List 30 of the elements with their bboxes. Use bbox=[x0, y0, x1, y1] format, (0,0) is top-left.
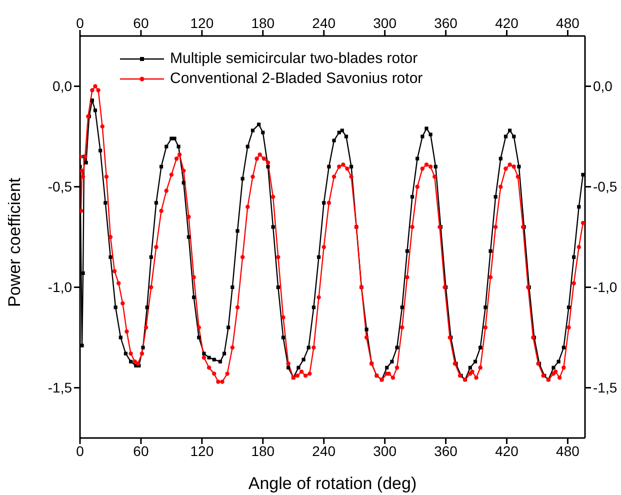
x-tick-label: 0 bbox=[76, 442, 84, 459]
y2-tick-label: -1,5 bbox=[593, 380, 618, 396]
y-tick-label: -1,5 bbox=[48, 380, 72, 396]
x-tick-label: 240 bbox=[312, 442, 336, 459]
x2-tick-label: 180 bbox=[251, 15, 275, 31]
x2-tick-label: 0 bbox=[76, 15, 84, 31]
x-tick-label: 300 bbox=[373, 442, 397, 459]
x2-tick-label: 240 bbox=[312, 15, 336, 31]
x2-tick-label: 120 bbox=[190, 15, 214, 31]
x-tick-label: 360 bbox=[434, 442, 458, 459]
x2-tick-label: 360 bbox=[434, 15, 458, 31]
x2-tick-label: 480 bbox=[556, 15, 580, 31]
x2-tick-label: 300 bbox=[373, 15, 397, 31]
x2-tick-label: 60 bbox=[133, 15, 149, 31]
y-tick-label: -1,0 bbox=[48, 279, 72, 296]
y-tick-label: 0,0 bbox=[52, 78, 72, 94]
x-tick-label: 420 bbox=[495, 442, 519, 459]
legend-label: Conventional 2-Bladed Savonius rotor bbox=[170, 69, 423, 89]
y2-tick-label: -0,5 bbox=[593, 178, 618, 195]
x-tick-label: 120 bbox=[190, 442, 214, 459]
x-tick-label: 60 bbox=[133, 442, 149, 459]
x-tick-label: 180 bbox=[251, 442, 275, 459]
x-axis-title: Angle of rotation (deg) bbox=[248, 474, 417, 493]
y2-tick-label: -1,0 bbox=[593, 279, 618, 296]
x2-tick-label: 420 bbox=[495, 15, 519, 31]
legend-label: Multiple semicircular two-blades rotor bbox=[170, 49, 418, 69]
y2-tick-label: 0,0 bbox=[593, 78, 613, 94]
y-axis-title: Power coefficient bbox=[5, 178, 24, 307]
y-tick-label: -0,5 bbox=[48, 178, 72, 195]
x-tick-label: 480 bbox=[556, 442, 580, 459]
